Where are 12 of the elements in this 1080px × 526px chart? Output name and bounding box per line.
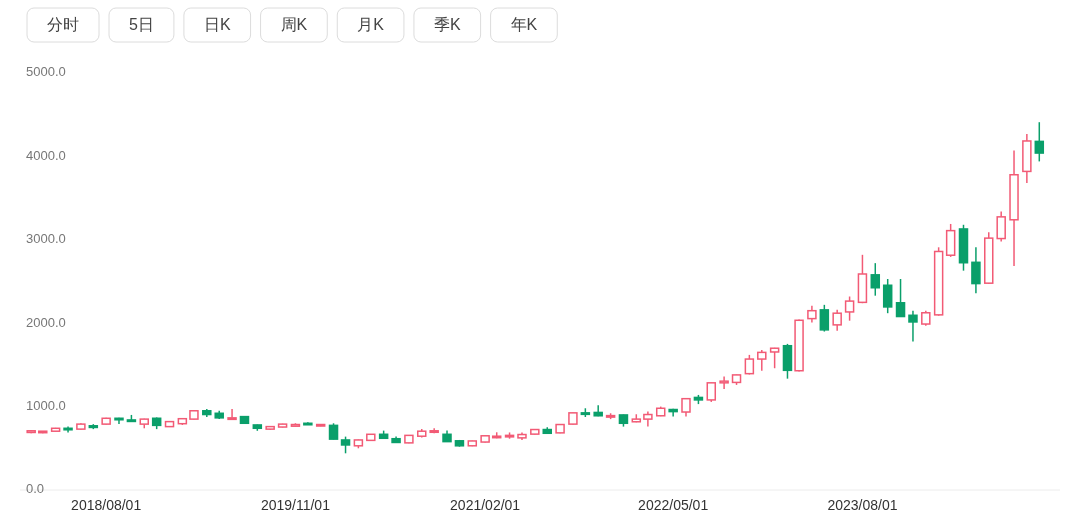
x-tick-label: 2018/08/01: [71, 497, 142, 513]
y-tick-label: 3000.0: [26, 231, 66, 247]
y-tick-label: 0.0: [26, 481, 45, 497]
y-tick-label: 4000.0: [26, 147, 66, 163]
x-tick-label: 2021/02/01: [450, 497, 521, 513]
y-tick-label: 2000.0: [26, 314, 66, 330]
tabs: 分时 5日 日K 周K 月K 季K 年K: [26, 7, 558, 43]
y-tick-label: 1000.0: [26, 398, 66, 414]
x-tick-label: 2019/11/01: [260, 497, 331, 513]
x-tick-label: 2023/08/01: [827, 497, 898, 513]
y-tick-label: 5000.0: [26, 64, 66, 80]
x-tick-label: 2022/05/01: [638, 497, 709, 513]
